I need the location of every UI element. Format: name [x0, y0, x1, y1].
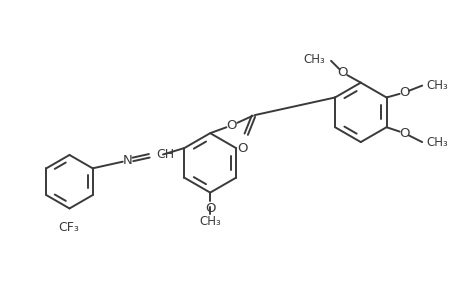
Text: N: N [123, 154, 132, 167]
Text: O: O [226, 119, 237, 132]
Text: CH₃: CH₃ [199, 215, 221, 228]
Text: O: O [337, 66, 347, 79]
Text: O: O [398, 86, 409, 99]
Text: CH₃: CH₃ [425, 79, 447, 92]
Text: O: O [205, 202, 215, 214]
Text: O: O [237, 142, 247, 155]
Text: O: O [398, 127, 409, 140]
Text: CH: CH [156, 148, 174, 161]
Text: CH₃: CH₃ [302, 53, 325, 66]
Text: CF₃: CF₃ [58, 221, 79, 234]
Text: CH₃: CH₃ [425, 136, 447, 148]
